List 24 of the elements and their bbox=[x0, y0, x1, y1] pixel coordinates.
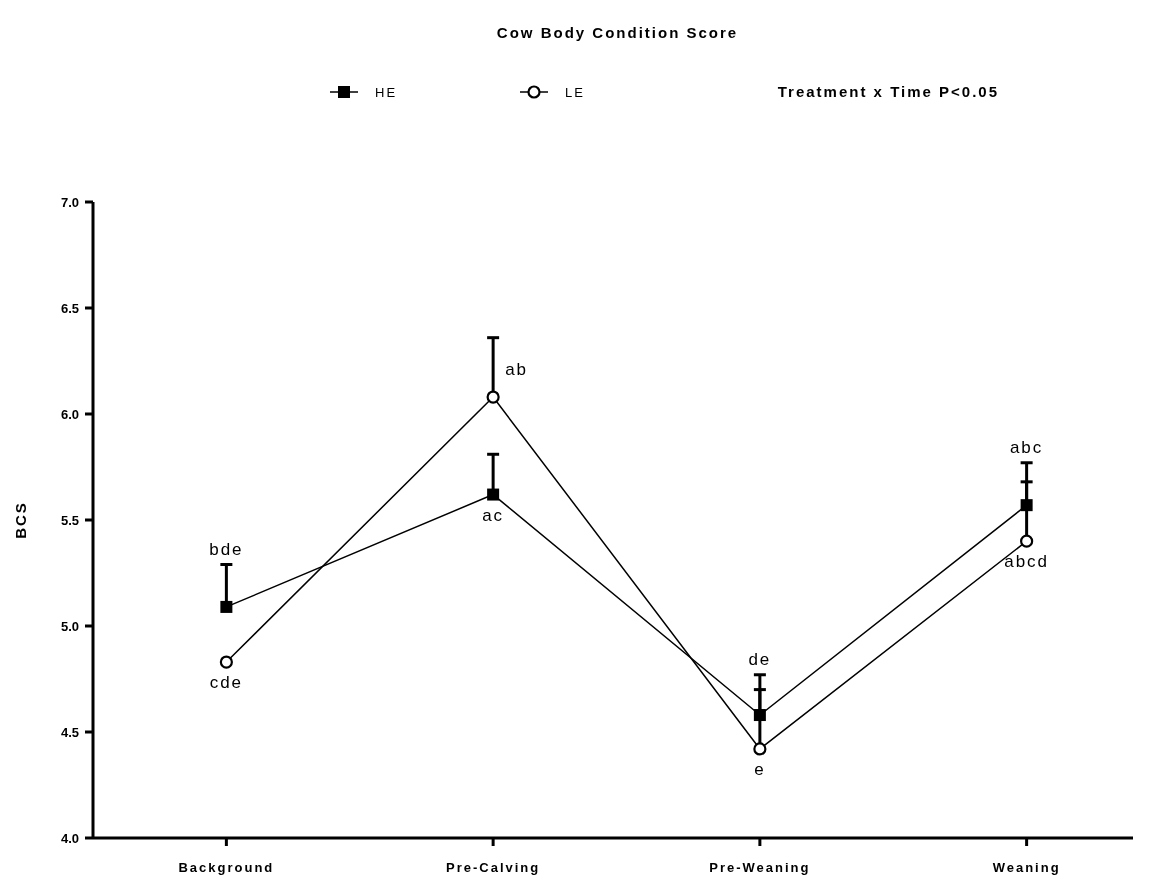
data-label: de bbox=[748, 649, 772, 669]
text: Treatment x Time P<0.05 bbox=[777, 83, 999, 100]
x-tick-label: Pre-Weaning bbox=[709, 860, 811, 875]
x-tick-label: Pre-Calving bbox=[446, 860, 541, 875]
y-tick-label: 4.0 bbox=[60, 830, 79, 846]
data-label: ab bbox=[505, 360, 529, 380]
y-axis-title: BCS bbox=[12, 501, 29, 539]
data-label: bde bbox=[209, 539, 244, 559]
y-tick-label: 5.0 bbox=[60, 618, 79, 634]
y-tick-label: 7.0 bbox=[60, 194, 79, 210]
y-tick-label: 4.5 bbox=[60, 724, 79, 740]
y-tick-label: 6.0 bbox=[60, 406, 79, 422]
data-label: e bbox=[754, 759, 766, 779]
y-tick-label: 5.5 bbox=[60, 512, 79, 528]
legend-label: HE bbox=[375, 85, 398, 100]
data-label: ac bbox=[482, 505, 505, 525]
legend-label: LE bbox=[565, 85, 585, 100]
x-tick-label: Background bbox=[178, 860, 275, 875]
data-label: abcd bbox=[1004, 552, 1050, 572]
y-tick-label: 6.5 bbox=[60, 300, 79, 316]
chart-title: Cow Body Condition Score bbox=[496, 24, 739, 41]
data-label: cde bbox=[209, 673, 244, 693]
data-label: abc bbox=[1009, 437, 1044, 457]
x-tick-label: Weaning bbox=[992, 860, 1061, 875]
